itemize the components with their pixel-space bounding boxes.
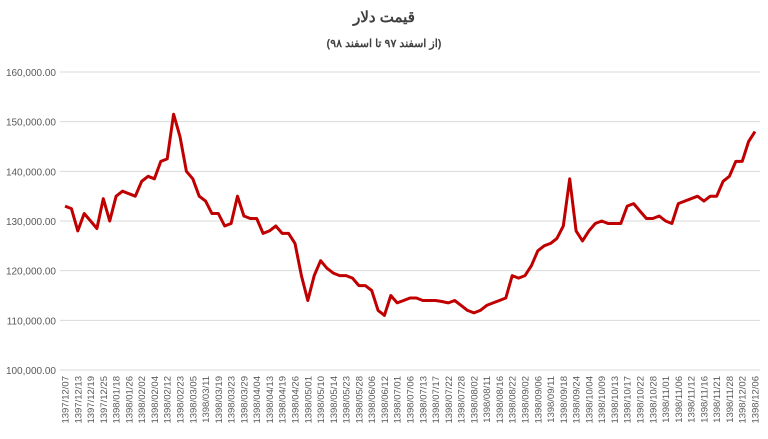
- x-tick-label: 1398/12/06: [751, 376, 762, 424]
- chart-subtitle: (از اسفند ۹۷ تا اسفند ۹۸): [327, 38, 442, 50]
- x-tick-label: 1398/03/05: [188, 376, 199, 424]
- x-tick-label: 1398/07/01: [393, 376, 404, 424]
- x-tick-label: 1398/02/02: [137, 376, 148, 424]
- x-tick-label: 1398/11/12: [687, 376, 698, 423]
- y-tick-label: 160,000.00: [6, 68, 56, 79]
- x-tick-label: 1398/09/06: [533, 376, 544, 424]
- x-tick-label: 1398/01/18: [112, 376, 123, 424]
- x-tick-label: 1398/10/17: [623, 376, 634, 424]
- x-tick-label: 1398/05/28: [354, 376, 365, 424]
- y-tick-label: 110,000.00: [7, 316, 57, 327]
- chart-title: قیمت دلار: [352, 9, 415, 26]
- x-tick-label: 1398/08/02: [469, 376, 480, 424]
- x-tick-label: 1398/02/04: [150, 376, 161, 424]
- x-tick-label: 1398/10/13: [610, 376, 621, 424]
- x-tick-label: 1398/01/26: [124, 376, 135, 424]
- x-tick-label: 1397/12/19: [86, 376, 97, 424]
- x-tick-label: 1398/05/10: [316, 376, 327, 424]
- x-tick-label: 1398/05/01: [303, 376, 314, 424]
- x-tick-label: 1398/11/21: [712, 376, 723, 423]
- x-tick-label: 1398/07/28: [457, 376, 468, 424]
- x-tick-label: 1398/08/11: [482, 376, 493, 423]
- x-tick-label: 1398/07/17: [431, 376, 442, 424]
- x-tick-label: 1398/11/28: [725, 376, 736, 423]
- x-tick-label: 1398/03/23: [227, 376, 238, 424]
- x-tick-label: 1398/09/02: [521, 376, 532, 424]
- x-tick-label: 1398/12/02: [738, 376, 749, 424]
- x-tick-label: 1398/07/22: [444, 376, 455, 424]
- x-tick-label: 1397/12/13: [73, 376, 84, 424]
- x-tick-label: 1398/08/22: [508, 376, 519, 424]
- x-tick-label: 1398/04/04: [252, 376, 263, 424]
- x-tick-label: 1398/10/28: [648, 376, 659, 424]
- x-tick-label: 1398/06/06: [367, 376, 378, 424]
- y-tick-label: 100,000.00: [6, 366, 56, 377]
- x-tick-label: 1398/03/11: [201, 376, 212, 423]
- x-tick-label: 1398/08/16: [495, 376, 506, 424]
- x-tick-label: 1398/10/04: [584, 376, 595, 424]
- y-tick-label: 140,000.00: [6, 167, 56, 178]
- y-tick-label: 130,000.00: [6, 217, 56, 228]
- x-tick-label: 1398/11/16: [699, 376, 710, 423]
- x-tick-label: 1398/09/24: [572, 376, 583, 424]
- x-tick-label: 1398/03/19: [214, 376, 225, 424]
- x-tick-label: 1398/10/22: [636, 376, 647, 424]
- x-tick-label: 1398/02/23: [176, 376, 187, 424]
- x-tick-label: 1398/11/01: [661, 376, 672, 423]
- x-tick-label: 1397/12/25: [99, 376, 110, 424]
- data-line: [64, 112, 757, 317]
- x-tick-label: 1398/07/06: [406, 376, 417, 424]
- x-tick-label: 1398/02/12: [163, 376, 174, 424]
- x-tick-label: 1398/11/06: [674, 376, 685, 423]
- y-tick-label: 120,000.00: [6, 267, 56, 278]
- x-tick-label: 1398/09/18: [559, 376, 570, 424]
- x-tick-label: 1398/07/13: [418, 376, 429, 424]
- y-tick-label: 150,000.00: [6, 118, 56, 129]
- x-tick-label: 1398/05/23: [342, 376, 353, 424]
- x-tick-label: 1397/12/07: [61, 376, 72, 424]
- x-tick-label: 1398/06/12: [380, 376, 391, 424]
- x-tick-label: 1398/04/19: [278, 376, 289, 424]
- x-tick-label: 1398/04/13: [265, 376, 276, 424]
- x-tick-label: 1398/09/11: [546, 376, 557, 423]
- x-tick-label: 1398/10/09: [597, 376, 608, 424]
- x-tick-label: 1398/04/26: [291, 376, 302, 424]
- x-tick-label: 1398/05/14: [329, 376, 340, 424]
- x-tick-label: 1398/03/29: [239, 376, 250, 424]
